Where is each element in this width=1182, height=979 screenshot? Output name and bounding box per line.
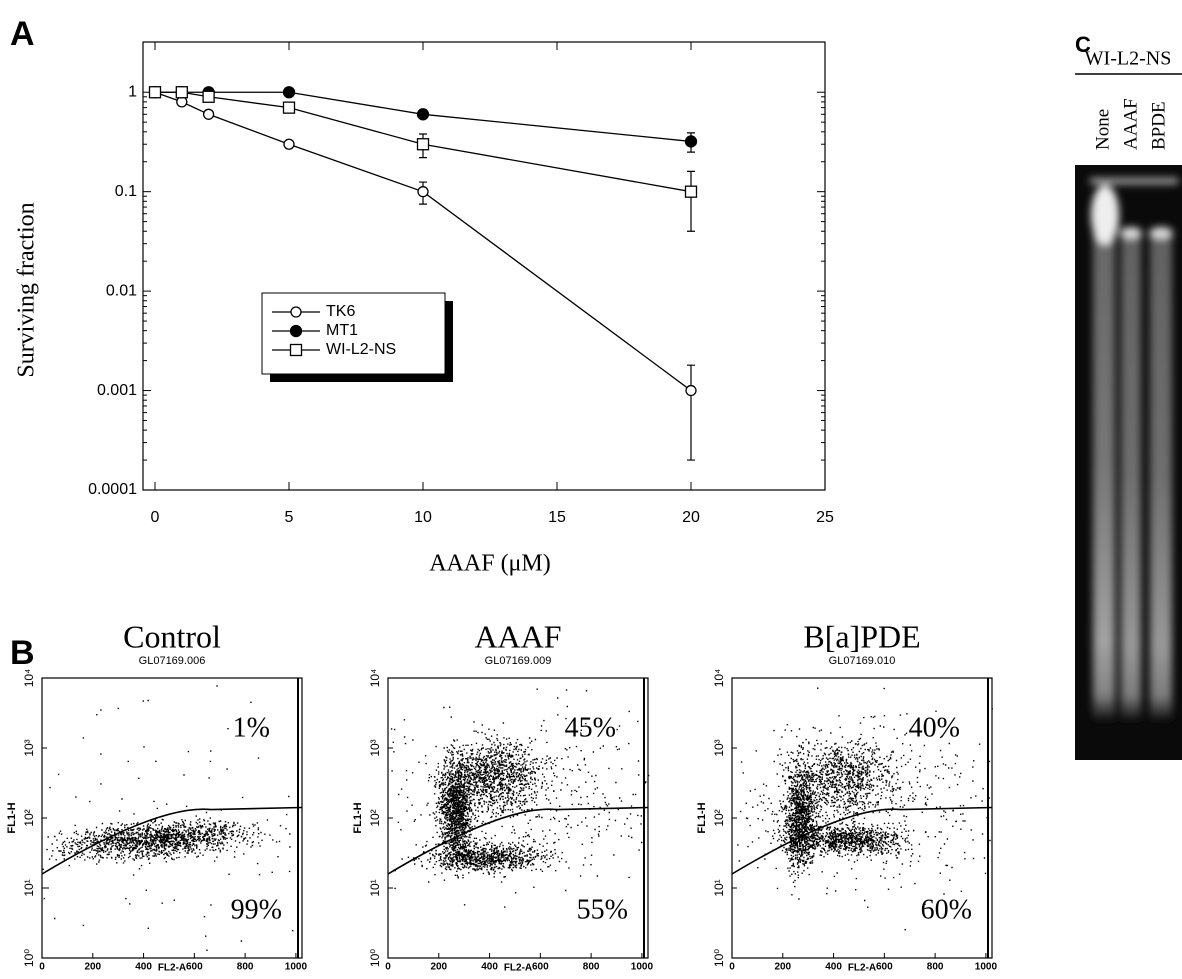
x-tick-label: 200: [774, 962, 791, 973]
legend-label: TK6: [326, 303, 355, 320]
marker: [175, 86, 188, 99]
marker: [202, 90, 215, 103]
x-tick-label: 200: [430, 962, 447, 973]
lower-percent: 60%: [921, 894, 972, 925]
y-tick-label: 10⁴: [22, 669, 36, 688]
lower-percent: 99%: [231, 894, 282, 925]
marker: [202, 108, 215, 120]
y-tick-label: 10³: [368, 739, 382, 756]
y-tick-label: 10¹: [712, 879, 726, 896]
sample-id: GL07169.006: [139, 655, 206, 667]
x-tick-label: 0: [151, 509, 160, 526]
sample-id: GL07169.010: [829, 655, 896, 667]
y-tick-label: 1: [128, 83, 137, 100]
error-bar: [687, 364, 695, 461]
marker: [282, 101, 296, 114]
upper-percent: 40%: [909, 712, 960, 743]
y-axis-label: FL1-H: [696, 802, 708, 833]
event-dots: [390, 688, 650, 908]
x-tick-label: 600: [532, 962, 549, 973]
x-tick-label: 200: [84, 962, 101, 973]
x-axis-label: FL2-A: [158, 963, 186, 974]
x-tick-label: 800: [583, 962, 600, 973]
y-tick-label: 10³: [22, 739, 36, 756]
x-tick-label: 400: [825, 962, 842, 973]
y-tick-label: 10²: [22, 809, 36, 826]
x-tick-label: 15: [548, 509, 566, 526]
x-tick-label: 600: [876, 962, 893, 973]
y-tick-label: 10²: [368, 809, 382, 826]
x-tick-label: 0: [39, 962, 45, 973]
lower-percent: 55%: [577, 894, 628, 925]
plot-title: AAAF: [474, 618, 561, 654]
x-tick-label: 0: [729, 962, 735, 973]
marker: [417, 186, 429, 198]
x-tick-label: 10: [414, 509, 432, 526]
x-tick-label: 1000: [631, 962, 654, 973]
marker: [289, 343, 303, 357]
marker: [416, 108, 430, 121]
sample-id: GL07169.009: [485, 655, 552, 667]
y-axis-label: FL1-H: [6, 802, 18, 833]
y-tick-label: 10²: [712, 809, 726, 826]
marker: [290, 306, 302, 318]
marker: [283, 138, 295, 150]
marker: [685, 384, 697, 397]
y-tick-label: 10⁴: [712, 669, 726, 688]
y-tick-label: 0.01: [106, 282, 137, 299]
x-tick-label: 5: [285, 509, 294, 526]
marker: [148, 86, 162, 99]
y-tick-label: 10³: [712, 739, 726, 756]
plot-title: Control: [123, 618, 221, 654]
y-axis-label: Surviving fraction: [14, 202, 40, 377]
x-tick-label: 600: [186, 962, 203, 973]
x-tick-label: 20: [682, 509, 700, 526]
x-tick-label: 400: [135, 962, 152, 973]
lane-label: BPDE: [1148, 101, 1169, 150]
panel-label: B: [10, 634, 35, 672]
x-tick-label: 400: [481, 962, 498, 973]
panel-label: A: [10, 15, 35, 53]
y-tick-label: 10¹: [22, 879, 36, 896]
y-axis-label: FL1-H: [352, 802, 364, 833]
error-bar: [687, 170, 695, 232]
y-tick-label: 10⁰: [712, 949, 726, 967]
gel-bands: [1090, 178, 1178, 720]
y-tick-label: 0.001: [97, 382, 137, 399]
plot-frame: [142, 41, 826, 491]
legend-label: MT1: [326, 322, 358, 339]
gate-line: [41, 806, 303, 875]
x-tick-label: 25: [816, 509, 834, 526]
marker: [282, 86, 296, 99]
marker: [289, 324, 303, 338]
panel-label: C: [1075, 32, 1091, 57]
gate-line: [387, 806, 649, 875]
x-tick-label: 1000: [975, 962, 998, 973]
marker: [684, 185, 698, 198]
lane-label: None: [1092, 109, 1113, 150]
y-tick-label: 10⁰: [368, 949, 382, 967]
y-tick-label: 0.1: [115, 183, 137, 200]
x-tick-label: 1000: [285, 962, 308, 973]
lane-label: AAAF: [1120, 98, 1141, 150]
y-tick-label: 0.0001: [88, 481, 137, 498]
x-axis-label: FL2-A: [504, 963, 532, 974]
upper-percent: 1%: [233, 712, 270, 743]
upper-percent: 45%: [565, 712, 616, 743]
cell-line-label: WI-L2-NS: [1085, 48, 1172, 70]
y-tick-label: 10⁰: [22, 949, 36, 967]
y-tick-label: 10⁴: [368, 669, 382, 688]
x-axis-label: AAAF (μM): [429, 551, 551, 577]
legend-label: WI-L2-NS: [326, 341, 396, 358]
x-tick-label: 0: [385, 962, 391, 973]
marker: [416, 138, 430, 151]
plot-title: B[a]PDE: [803, 618, 920, 654]
x-tick-label: 800: [927, 962, 944, 973]
y-tick-label: 10¹: [368, 879, 382, 896]
x-axis-label: FL2-A: [848, 963, 876, 974]
marker: [684, 135, 698, 148]
x-tick-label: 800: [237, 962, 254, 973]
gate-line: [731, 806, 993, 875]
